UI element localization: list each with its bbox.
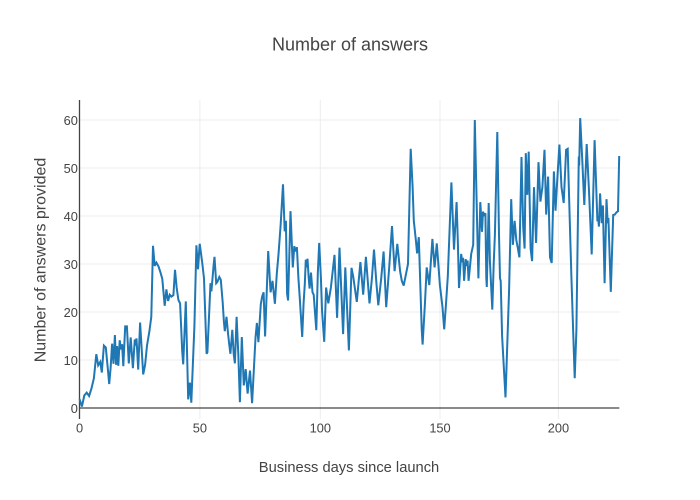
svg-text:30: 30 bbox=[64, 257, 78, 272]
svg-text:20: 20 bbox=[64, 305, 78, 320]
svg-text:200: 200 bbox=[548, 421, 569, 436]
svg-text:0: 0 bbox=[71, 401, 78, 416]
svg-text:Number of answers: Number of answers bbox=[272, 35, 428, 55]
svg-text:60: 60 bbox=[64, 113, 78, 128]
svg-text:10: 10 bbox=[64, 353, 78, 368]
svg-text:150: 150 bbox=[429, 421, 450, 436]
svg-text:40: 40 bbox=[64, 209, 78, 224]
svg-text:50: 50 bbox=[64, 161, 78, 176]
svg-text:0: 0 bbox=[76, 421, 83, 436]
svg-text:100: 100 bbox=[310, 421, 331, 436]
svg-text:50: 50 bbox=[193, 421, 207, 436]
svg-text:Business days since launch: Business days since launch bbox=[259, 460, 439, 476]
svg-text:Number of answers provided: Number of answers provided bbox=[33, 158, 50, 363]
